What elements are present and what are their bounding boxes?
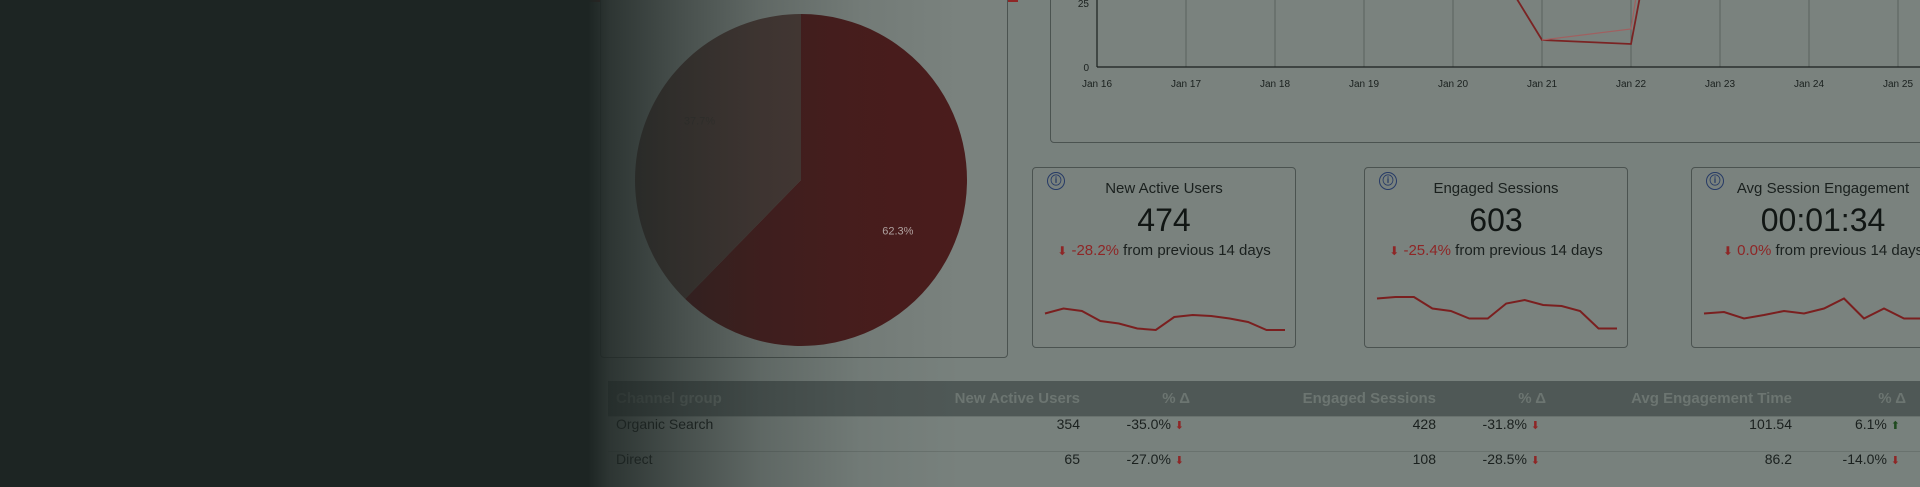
x-tick-label: Jan 24 — [1794, 79, 1824, 90]
delta-value: 6.1% — [1854, 416, 1887, 432]
scorecard-delta: ⬇ 0.0% from previous 14 days — [1692, 242, 1920, 259]
col-header-avg-engagement-time[interactable]: Avg Engagement Time — [1631, 390, 1792, 407]
up-arrow-icon: ⬆ — [1890, 420, 1900, 432]
down-arrow-icon: ⬇ — [1890, 455, 1900, 467]
x-tick-label: Jan 20 — [1438, 79, 1468, 90]
scorecard-value: 603 — [1469, 202, 1523, 238]
cell-channel: Direct — [616, 451, 653, 467]
col-header-sessions-delta[interactable]: % Δ — [1518, 390, 1546, 407]
col-header-engaged-sessions[interactable]: Engaged Sessions — [1302, 390, 1436, 407]
cell-new-users: 65 — [1064, 451, 1080, 467]
x-tick-label: Jan 16 — [1082, 79, 1112, 90]
delta-caption: from previous 14 days — [1775, 242, 1920, 259]
pie-chart-card[interactable]: 62.3% 37.7% — [600, 0, 1008, 358]
down-arrow-icon: ⬇ — [1530, 420, 1540, 432]
cell-eng-time: 101.54 — [1749, 416, 1792, 432]
scorecard-title: New Active Users — [1105, 180, 1223, 197]
cell-sessions-delta: -31.8% ⬇ — [1483, 416, 1540, 451]
scorecard-delta: ⬇ -25.4% from previous 14 days — [1365, 242, 1627, 259]
sparkline — [1703, 297, 1920, 320]
cell-sessions-delta: -28.5% ⬇ — [1483, 451, 1540, 486]
delta-caption: from previous 14 days — [1455, 242, 1603, 259]
x-tick-label: Jan 18 — [1260, 79, 1290, 90]
x-tick-label: Jan 23 — [1705, 79, 1735, 90]
delta-value: -28.5% — [1482, 451, 1527, 467]
cell-eng-time: 86.2 — [1764, 451, 1792, 467]
table-header-row: Channel group New Active Users % Δ Engag… — [608, 381, 1920, 416]
sparkline — [1044, 307, 1285, 332]
scorecard-title: Engaged Sessions — [1433, 180, 1559, 197]
cell-new-users-delta: -27.0% ⬇ — [1127, 451, 1184, 486]
scorecard-delta: ⬇ -28.2% from previous 14 days — [1033, 242, 1295, 259]
down-arrow-icon: ⬇ — [1174, 420, 1184, 432]
y-tick-label: 25 — [1078, 0, 1090, 10]
scorecard-avg-session-engagement[interactable]: ⓘ Avg Session Engagement 00:01:34 ⬇ 0.0%… — [1691, 167, 1920, 348]
sparkline — [1376, 296, 1617, 330]
delta-percent: 0.0% — [1737, 242, 1772, 259]
series-line — [1516, 0, 1641, 45]
down-arrow-icon: ⬇ — [1057, 244, 1068, 258]
scorecard-title: Avg Session Engagement — [1736, 180, 1910, 197]
line-chart-card[interactable]: Jan 16 Jan 17 Jan 18 Jan 19 Jan 20 Jan 21 Jan … — [1050, 0, 1920, 143]
delta-value: -14.0% — [1842, 451, 1887, 467]
down-arrow-icon: ⬇ — [1722, 244, 1733, 258]
scorecard-value: 474 — [1137, 202, 1191, 238]
sparkline-path — [1376, 296, 1617, 330]
delta-percent: -28.2% — [1071, 242, 1119, 259]
delta-caption: from previous 14 days — [1123, 242, 1271, 259]
scorecard-value: 00:01:34 — [1760, 202, 1886, 238]
down-arrow-icon: ⬇ — [1389, 244, 1400, 258]
x-tick-label: Jan 25 — [1883, 79, 1913, 90]
cell-eng-time-delta: 6.1% ⬆ — [1855, 416, 1900, 451]
sparkline-path — [1703, 297, 1920, 320]
col-header-eng-time-delta[interactable]: % Δ — [1878, 390, 1906, 407]
delta-value: -31.8% — [1482, 416, 1527, 432]
cell-eng-time-delta: -14.0% ⬇ — [1843, 451, 1900, 486]
x-tick-label: Jan 22 — [1616, 79, 1646, 90]
delta-value: -35.0% — [1126, 416, 1171, 432]
col-header-channel-group[interactable]: Channel group — [616, 390, 722, 407]
x-tick-label: Jan 21 — [1527, 79, 1557, 90]
scorecard-engaged-sessions[interactable]: ⓘ Engaged Sessions 603 ⬇ -25.4% from pre… — [1364, 167, 1628, 348]
cell-sessions: 428 — [1412, 416, 1436, 432]
y-tick-label: 0 — [1083, 63, 1089, 74]
cell-new-users: 354 — [1056, 416, 1080, 432]
series-line — [1541, 0, 1637, 41]
down-arrow-icon: ⬇ — [1174, 455, 1184, 467]
cell-new-users-delta: -35.0% ⬇ — [1127, 416, 1184, 451]
pie-slice-label: 37.7% — [684, 116, 715, 128]
x-tick-label: Jan 19 — [1349, 79, 1379, 90]
table-row[interactable]: Direct 65 -27.0% ⬇ 108 -28.5% ⬇ 86.2 -14… — [608, 451, 1920, 486]
delta-percent: -25.4% — [1403, 242, 1451, 259]
table-row[interactable]: Organic Search 354 -35.0% ⬇ 428 -31.8% ⬇… — [608, 416, 1920, 451]
down-arrow-icon: ⬇ — [1530, 455, 1540, 467]
col-header-new-active-users[interactable]: New Active Users — [954, 390, 1080, 407]
scorecard-new-active-users[interactable]: ⓘ New Active Users 474 ⬇ -28.2% from pre… — [1032, 167, 1296, 348]
cell-channel: Organic Search — [616, 416, 714, 432]
cell-sessions: 108 — [1412, 451, 1436, 467]
x-tick-label: Jan 17 — [1171, 79, 1201, 90]
delta-value: -27.0% — [1126, 451, 1171, 467]
col-header-new-users-delta[interactable]: % Δ — [1162, 390, 1190, 407]
line-chart[interactable]: Jan 16 Jan 17 Jan 18 Jan 19 Jan 20 Jan 21 Jan … — [1051, 0, 1920, 144]
sparkline-path — [1044, 307, 1285, 332]
pie-chart[interactable]: 62.3% 37.7% — [601, 0, 1009, 359]
pie-slice-label: 62.3% — [882, 225, 913, 237]
